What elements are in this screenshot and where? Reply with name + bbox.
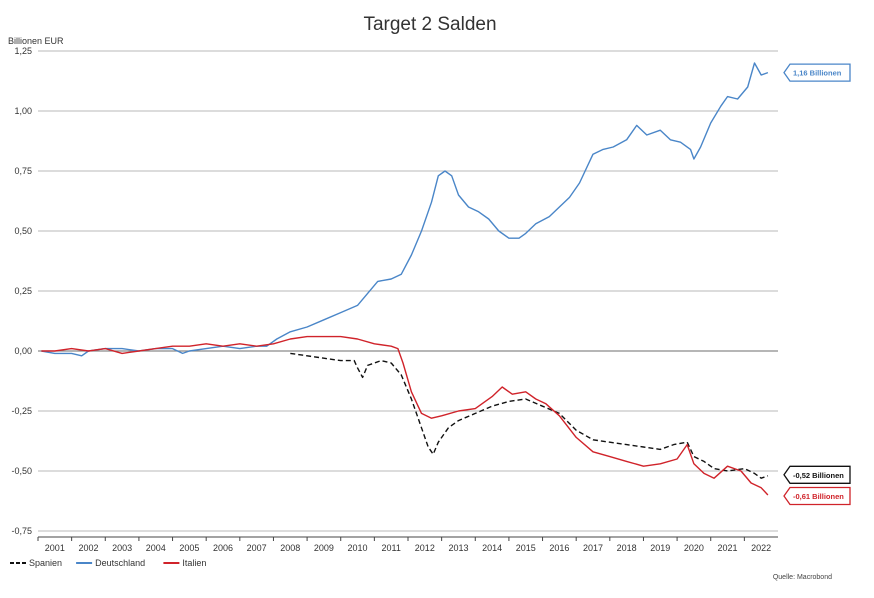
callout-box-italien <box>783 486 851 506</box>
series-lines <box>41 62 769 496</box>
x-tick-label: 2012 <box>415 543 435 553</box>
legend-label-italien: Italien <box>182 558 206 568</box>
y-tick-label: 0,00 <box>14 346 32 356</box>
x-tick-label: 2009 <box>314 543 334 553</box>
y-tick-label: 1,25 <box>14 46 32 56</box>
x-tick-label: 2021 <box>718 543 738 553</box>
series-line-spanien <box>290 352 769 479</box>
callout-label-spanien: -0,52 Billionen <box>793 471 844 480</box>
x-tick-label: 2011 <box>382 543 401 553</box>
y-tick-label: -0,50 <box>11 466 32 476</box>
x-tick-label: 2016 <box>549 543 569 553</box>
x-tick-label: 2003 <box>112 543 132 553</box>
callout-label-italien: -0,61 Billionen <box>793 492 844 501</box>
x-tick-label: 2006 <box>213 543 233 553</box>
x-tick-label: 2002 <box>78 543 98 553</box>
callout-label-deutschland: 1,16 Billionen <box>793 69 842 78</box>
series-line-deutschland <box>41 62 769 357</box>
x-tick-label: 2001 <box>45 543 65 553</box>
x-tick-label: 2008 <box>280 543 300 553</box>
x-tick-label: 2022 <box>751 543 771 553</box>
y-tick-label: 0,25 <box>14 286 32 296</box>
y-tick-label: 0,50 <box>14 226 32 236</box>
callout-box-spanien <box>783 465 851 484</box>
x-tick-label: 2004 <box>146 543 166 553</box>
x-tick-label: 2007 <box>247 543 267 553</box>
x-tick-label: 2020 <box>684 543 704 553</box>
x-tick-labels: 2001 2002 2003 2004 2005 2006 2007 2008 2009 2010… <box>37 536 778 553</box>
y-tick-label: -0,25 <box>11 406 32 416</box>
chart-title: Target 2 Salden <box>363 14 496 35</box>
x-tick-label: 2005 <box>179 543 199 553</box>
end-value-callouts: -0,52 Billionen 1,16 Billionen -0,61 Billi… <box>783 63 851 506</box>
x-tick-label: 2010 <box>348 543 368 553</box>
y-tick-labels: 1,25 1,00 0,75 0,50 0,25 0,00 -0,25 -0,50 -0,75 <box>11 46 32 536</box>
series-line-italien <box>41 335 769 496</box>
x-tick-label: 2013 <box>448 543 468 553</box>
x-tick-label: 2019 <box>650 543 670 553</box>
x-tick-label: 2015 <box>516 543 536 553</box>
x-tick-label: 2018 <box>617 543 637 553</box>
legend-label-deutschland: Deutschland <box>95 558 145 568</box>
legend-label-spanien: Spanien <box>29 558 62 568</box>
legend: Spanien Deutschland Italien <box>10 558 206 568</box>
y-tick-label: 1,00 <box>14 106 32 116</box>
x-tick-label: 2017 <box>583 543 603 553</box>
gridlines <box>38 50 778 532</box>
y-tick-label: -0,75 <box>11 526 32 536</box>
y-axis-label: Billionen EUR <box>8 36 64 46</box>
callout-box-deutschland <box>783 63 851 82</box>
source-note: Quelle: Macrobond <box>773 574 832 581</box>
y-tick-label: 0,75 <box>14 166 32 176</box>
x-tick-label: 2014 <box>482 543 502 553</box>
